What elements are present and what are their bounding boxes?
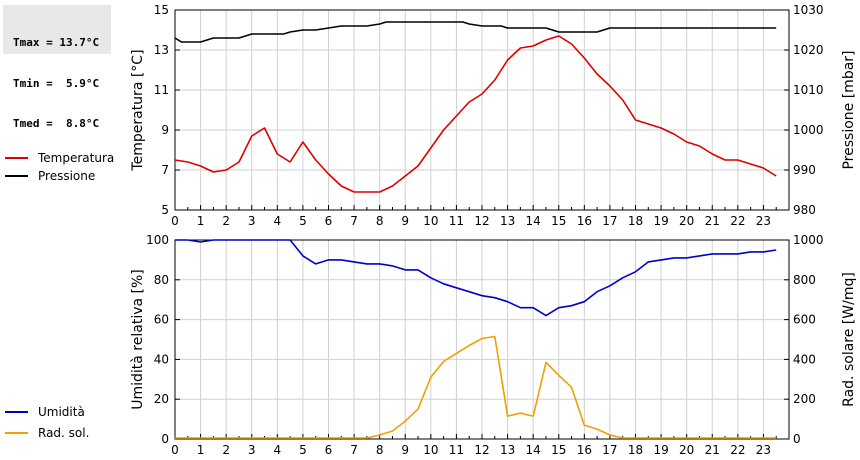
y-tick-label: 13 (154, 43, 169, 57)
x-tick-label: 7 (350, 443, 358, 457)
x-tick-label: 1 (197, 214, 205, 228)
y-tick-label: 9 (161, 123, 169, 137)
x-tick-label: 2 (222, 443, 230, 457)
x-tick-label: 9 (401, 214, 409, 228)
y-tick-label-right: 1000 (793, 233, 824, 247)
series-line-2-1 (175, 239, 777, 317)
x-tick-label: 5 (299, 443, 307, 457)
x-tick-label: 0 (171, 443, 179, 457)
x-tick-label: 22 (730, 443, 745, 457)
y-axis-label-right: Pressione [mbar] (841, 50, 857, 169)
x-tick-label: 9 (401, 443, 409, 457)
y-axis-label-right: Rad. solare [W/mq] (841, 272, 857, 407)
y-tick-label: 60 (154, 313, 169, 327)
y-tick-label-right: 1010 (793, 83, 824, 97)
y-tick-label-right: 1020 (793, 43, 824, 57)
legend-label: Temperatura (37, 151, 114, 165)
x-tick-label: 18 (628, 214, 643, 228)
y-tick-label-right: 600 (793, 313, 816, 327)
x-tick-label: 21 (705, 443, 720, 457)
y-tick-label: 15 (154, 3, 169, 17)
x-tick-label: 23 (756, 443, 771, 457)
x-tick-label: 2 (222, 214, 230, 228)
y-tick-label-right: 990 (793, 163, 816, 177)
y-tick-label: 5 (161, 203, 169, 217)
panel-1: 0 1 2 3 4 5 6 7 8 9 10 11 12 13 14 15 16 17 18 19 20 21 22 235 9… (5, 3, 857, 228)
legend-label: Pressione (38, 169, 95, 183)
x-tick-label: 8 (376, 443, 384, 457)
x-tick-label: 17 (602, 214, 617, 228)
x-tick-label: 14 (526, 214, 541, 228)
x-tick-label: 11 (449, 443, 464, 457)
y-axis-label: Umidità relativa [%] (130, 269, 146, 410)
y-tick-label-right: 200 (793, 392, 816, 406)
legend-label: Rad. sol. (38, 426, 89, 440)
x-tick-label: 6 (325, 443, 333, 457)
tmax-text: Tmax = 13.7°C (13, 36, 100, 49)
y-tick-label-right: 400 (793, 352, 816, 366)
x-tick-label: 6 (325, 214, 333, 228)
x-tick-label: 22 (730, 214, 745, 228)
x-tick-label: 14 (526, 443, 541, 457)
x-tick-label: 11 (449, 214, 464, 228)
x-tick-label: 15 (551, 443, 566, 457)
x-tick-label: 5 (299, 214, 307, 228)
x-tick-label: 12 (474, 443, 489, 457)
y-tick-label-right: 0 (793, 432, 801, 446)
x-tick-label: 4 (274, 443, 282, 457)
x-tick-label: 12 (474, 214, 489, 228)
plot-frame (174, 239, 790, 440)
x-tick-label: 7 (350, 214, 358, 228)
plot-frame (174, 9, 790, 211)
y-tick-label: 7 (161, 163, 169, 177)
series-line-1-1 (174, 35, 777, 193)
tmed-text: Tmed = 8.8°C (13, 117, 100, 130)
x-tick-label: 18 (628, 443, 643, 457)
x-tick-label: 13 (500, 443, 515, 457)
x-tick-label: 16 (577, 443, 592, 457)
x-tick-label: 1 (197, 443, 205, 457)
legend-label: Umidità (38, 405, 85, 419)
x-tick-label: 21 (705, 214, 720, 228)
x-tick-label: 4 (274, 214, 282, 228)
x-tick-label: 15 (551, 214, 566, 228)
y-tick-label-right: 1000 (793, 123, 824, 137)
y-tick-label: 100 (146, 233, 169, 247)
x-tick-label: 20 (679, 214, 694, 228)
series-line-1-2 (174, 21, 777, 43)
x-tick-label: 20 (679, 443, 694, 457)
x-tick-label: 8 (376, 214, 384, 228)
x-tick-label: 16 (577, 214, 592, 228)
y-tick-label-right: 800 (793, 273, 816, 287)
stats-box: Tmax = 13.7°C Tmin = 5.9°C Tmed = 8.8°C (3, 5, 111, 130)
x-tick-label: 10 (423, 443, 438, 457)
tmin-text: Tmin = 5.9°C (13, 76, 100, 90)
x-tick-label: 19 (653, 443, 668, 457)
y-tick-label: 0 (161, 432, 169, 446)
x-tick-label: 3 (248, 214, 256, 228)
y-axis-label: Temperatura [°C] (130, 49, 146, 171)
y-tick-label-right: 1030 (793, 3, 824, 17)
x-tick-label: 23 (756, 214, 771, 228)
x-tick-label: 0 (171, 214, 179, 228)
x-tick-label: 3 (248, 443, 256, 457)
x-tick-label: 10 (423, 214, 438, 228)
x-tick-label: 17 (602, 443, 617, 457)
y-tick-label-right: 980 (793, 203, 816, 217)
y-tick-label: 11 (154, 83, 169, 97)
y-tick-label: 20 (154, 392, 169, 406)
series-line-2-2 (175, 335, 777, 439)
panel-2: 0 1 2 3 4 5 6 7 8 9 10 11 12 13 14 15 16 17 18 19 20 21 22 230 0… (5, 233, 857, 457)
x-tick-label: 19 (653, 214, 668, 228)
y-tick-label: 80 (154, 273, 169, 287)
x-tick-label: 13 (500, 214, 515, 228)
y-tick-label: 40 (154, 352, 169, 366)
